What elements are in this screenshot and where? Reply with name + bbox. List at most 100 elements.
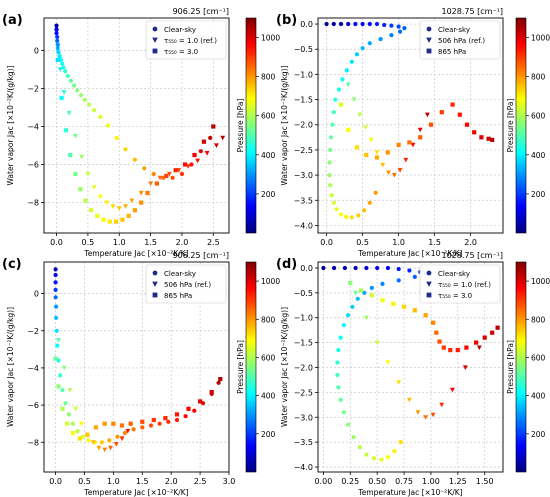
square-point bbox=[464, 122, 470, 127]
circle-point bbox=[396, 24, 401, 29]
circle-point bbox=[123, 147, 128, 152]
square-point bbox=[448, 348, 453, 353]
circle-point bbox=[328, 135, 334, 140]
panel-b: 0.0 0.5 1.0 1.5 2.0 0.0 −0.5 −1.0 −1.5 −2.0 −2.5 −3… bbox=[276, 7, 550, 258]
circle-point bbox=[351, 435, 356, 440]
circle-point bbox=[353, 21, 358, 27]
circle-point bbox=[78, 93, 84, 98]
colorbar-tick-label: 800 bbox=[261, 315, 276, 324]
square-point bbox=[418, 135, 423, 140]
grid bbox=[318, 18, 503, 233]
colorbar-label: Pressure [hPa] bbox=[506, 340, 515, 394]
square-point bbox=[73, 171, 78, 177]
circle-point bbox=[398, 440, 403, 445]
y-tick-label: 0.0 bbox=[300, 20, 313, 29]
triangle-down-point bbox=[148, 181, 153, 187]
legend-box bbox=[419, 264, 501, 304]
square-point bbox=[102, 421, 107, 426]
triangle-down-point bbox=[345, 82, 351, 87]
circle-point bbox=[333, 97, 338, 102]
square-point bbox=[472, 130, 477, 135]
circle-point bbox=[170, 175, 175, 180]
y-tick-label: −4 bbox=[27, 122, 39, 131]
colorbar-tick-label: 200 bbox=[261, 190, 276, 199]
colorbar: 200 400 600 800 1000 Pressure [hPa] bbox=[506, 261, 550, 473]
axes-frame bbox=[317, 261, 504, 473]
series-circle bbox=[53, 267, 221, 445]
square-point bbox=[490, 330, 495, 335]
legend-label: 506 hPa (ref.) bbox=[438, 37, 485, 45]
triangle-down-point bbox=[56, 338, 61, 343]
x-tick-label: 1.0 bbox=[392, 238, 405, 247]
square-point bbox=[107, 219, 112, 224]
circle-point bbox=[327, 160, 332, 165]
legend-marker-square bbox=[426, 292, 432, 298]
square-point bbox=[348, 280, 353, 285]
triangle-down-point bbox=[129, 198, 135, 204]
triangle-down-point bbox=[430, 412, 436, 418]
triangle-down-point bbox=[102, 447, 108, 453]
square-point bbox=[457, 112, 462, 117]
circle-point bbox=[344, 68, 349, 73]
triangle-down-point bbox=[363, 125, 368, 130]
square-point bbox=[209, 390, 214, 395]
triangle-down-point bbox=[96, 445, 102, 451]
data-points bbox=[54, 23, 226, 224]
data-points bbox=[324, 21, 495, 220]
circle-point bbox=[412, 274, 417, 279]
circle-point bbox=[72, 83, 77, 88]
legend-marker-triangle-down bbox=[426, 37, 432, 43]
triangle-down-point bbox=[195, 158, 201, 164]
triangle-down-point bbox=[61, 90, 67, 95]
square-point bbox=[437, 339, 442, 344]
y-tick-label: 0 bbox=[34, 46, 39, 55]
colorbar-tick-label: 200 bbox=[531, 190, 546, 199]
triangle-down-point bbox=[403, 157, 409, 163]
square-point bbox=[455, 348, 460, 353]
circle-point bbox=[174, 417, 180, 423]
x-tick-label: 2.0 bbox=[176, 238, 189, 247]
square-point bbox=[464, 345, 469, 350]
circle-point bbox=[375, 265, 380, 271]
legend-label: Clear-sky bbox=[164, 26, 196, 34]
legend-marker-square bbox=[152, 292, 158, 298]
x-tick-label: 3.0 bbox=[223, 477, 236, 486]
circle-point bbox=[151, 171, 156, 177]
colorbar-gradient bbox=[245, 17, 257, 234]
panel-title: 1028.75 [cm⁻¹] bbox=[442, 7, 504, 16]
y-tick-label: −3.5 bbox=[294, 438, 313, 447]
circle-point bbox=[356, 213, 361, 218]
grid bbox=[44, 18, 229, 233]
colorbar-tick-label: 600 bbox=[531, 353, 546, 362]
triangle-down-point bbox=[79, 154, 84, 160]
colorbar-tick-label: 1000 bbox=[531, 277, 550, 286]
circle-point bbox=[367, 21, 372, 27]
square-point bbox=[479, 135, 484, 140]
legend: Clear-sky τ₅₅₀ = 1.0 (ref.) τ₅₅₀ = 3.0 bbox=[145, 20, 227, 60]
series-square bbox=[348, 280, 500, 353]
circle-point bbox=[107, 438, 112, 443]
circle-point bbox=[140, 425, 145, 430]
square-point bbox=[186, 406, 191, 411]
circle-point bbox=[353, 265, 358, 271]
circle-point bbox=[53, 272, 58, 278]
circle-point bbox=[198, 149, 203, 154]
square-point bbox=[55, 57, 60, 62]
panel-a: 0.0 0.5 1.0 1.5 2.0 2.5 0 −2 −4 −6 −8 Temperature J… bbox=[2, 7, 280, 258]
circle-point bbox=[105, 123, 111, 128]
circle-point bbox=[338, 397, 343, 402]
triangle-down-point bbox=[415, 410, 421, 415]
series-triangle-down bbox=[353, 290, 482, 420]
y-tick-label: −2 bbox=[27, 84, 39, 93]
legend-marker-circle bbox=[152, 26, 158, 32]
circle-point bbox=[350, 304, 355, 309]
circle-point bbox=[402, 26, 407, 31]
y-tick-label: −0.5 bbox=[294, 45, 313, 54]
circle-point bbox=[54, 315, 59, 320]
circle-point bbox=[367, 200, 372, 205]
circle-point bbox=[56, 50, 61, 55]
circle-point bbox=[321, 265, 326, 271]
circle-point bbox=[55, 343, 60, 348]
x-tick-label: 1.5 bbox=[136, 477, 149, 486]
